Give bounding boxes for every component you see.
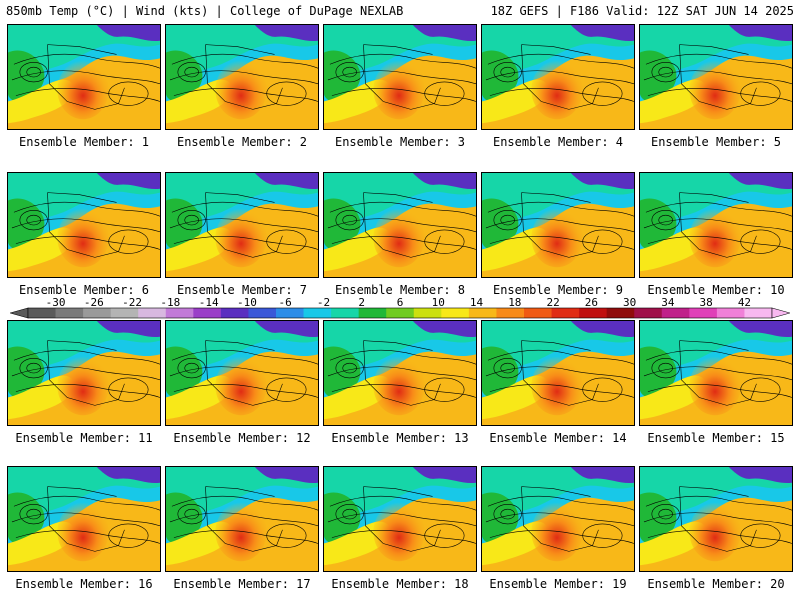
temperature-colorbar (10, 307, 790, 319)
colorbar-segment (331, 308, 360, 318)
colorbar-tick-label: 42 (737, 296, 752, 309)
colorbar-tick-label: 30 (623, 296, 637, 309)
ensemble-member-label: Ensemble Member: 6 (18, 283, 150, 297)
ensemble-member-label: Ensemble Member: 4 (492, 135, 624, 149)
ensemble-member-map (165, 320, 319, 426)
colorbar-segment (220, 308, 249, 318)
ensemble-member-label: Ensemble Member: 12 (173, 431, 311, 445)
colorbar-tick-label: 34 (661, 296, 675, 309)
colorbar-tick-label: 38 (699, 296, 713, 309)
colorbar-segment (248, 308, 277, 318)
ensemble-member-map (7, 466, 161, 572)
colorbar-max-arrow (771, 307, 790, 319)
colorbar-tick-label: -22 (122, 296, 143, 309)
colorbar-segment (689, 308, 718, 318)
ensemble-member-label: Ensemble Member: 14 (489, 431, 627, 445)
colorbar-segment (386, 308, 415, 318)
colorbar-segment (579, 308, 608, 318)
colorbar-segment (110, 308, 139, 318)
colorbar-segment (716, 308, 745, 318)
colorbar-segment (358, 308, 387, 318)
ensemble-member-label: Ensemble Member: 3 (334, 135, 466, 149)
ensemble-member-map (323, 24, 477, 130)
ensemble-member-map (639, 172, 793, 278)
ensemble-member-map (481, 24, 635, 130)
ensemble-member-label: Ensemble Member: 11 (15, 431, 153, 445)
colorbar-segment (165, 308, 194, 318)
ensemble-member-map (639, 24, 793, 130)
ensemble-member-map (165, 172, 319, 278)
colorbar-segment (55, 308, 84, 318)
colorbar-segment (606, 308, 635, 318)
ensemble-member-label: Ensemble Member: 18 (331, 577, 469, 591)
ensemble-member-map (165, 24, 319, 130)
colorbar-tick-label: -6 (278, 296, 292, 309)
ensemble-member-map (639, 466, 793, 572)
ensemble-member-map (7, 24, 161, 130)
colorbar-tick-label: -14 (198, 296, 219, 309)
ensemble-member-map (639, 320, 793, 426)
ensemble-member-label: Ensemble Member: 1 (18, 135, 150, 149)
colorbar-tick-label: -26 (83, 296, 104, 309)
ensemble-member-label: Ensemble Member: 5 (650, 135, 782, 149)
ensemble-member-map (7, 320, 161, 426)
colorbar-tick-label: 14 (469, 296, 484, 309)
ensemble-member-label: Ensemble Member: 8 (334, 283, 466, 297)
colorbar-tick-label: 2 (358, 296, 366, 309)
colorbar-segment (634, 308, 663, 318)
ensemble-member-map (323, 172, 477, 278)
model-valid-time: 18Z GEFS | F186 Valid: 12Z SAT JUN 14 20… (490, 4, 794, 18)
colorbar-segment (744, 308, 773, 318)
colorbar-segment (441, 308, 470, 318)
ensemble-member-map (323, 320, 477, 426)
ensemble-member-map (481, 320, 635, 426)
colorbar-segment (28, 308, 56, 318)
colorbar-tick-label: -2 (316, 296, 331, 309)
colorbar-segment (83, 308, 112, 318)
colorbar-tick-label: -30 (45, 296, 66, 309)
ensemble-member-label: Ensemble Member: 7 (176, 283, 308, 297)
ensemble-member-label: Ensemble Member: 9 (492, 283, 624, 297)
colorbar-segment (193, 308, 222, 318)
ensemble-member-map (481, 172, 635, 278)
colorbar-segment (524, 308, 552, 318)
colorbar-tick-label: 10 (431, 296, 445, 309)
ensemble-member-map (7, 172, 161, 278)
ensemble-member-label: Ensemble Member: 2 (176, 135, 308, 149)
ensemble-member-label: Ensemble Member: 16 (15, 577, 153, 591)
map-title: 850mb Temp (°C) | Wind (kts) | College o… (6, 4, 404, 18)
colorbar-segment (661, 308, 690, 318)
colorbar-tick-label: -10 (236, 296, 257, 309)
ensemble-member-map (323, 466, 477, 572)
colorbar-segment (413, 308, 442, 318)
ensemble-member-label: Ensemble Member: 15 (647, 431, 785, 445)
ensemble-member-label: Ensemble Member: 13 (331, 431, 469, 445)
colorbar-tick-label: -18 (160, 296, 181, 309)
colorbar-segment (276, 308, 304, 318)
colorbar-segment (496, 308, 525, 318)
colorbar-segment (551, 308, 580, 318)
colorbar-min-arrow (10, 307, 29, 319)
ensemble-member-map (481, 466, 635, 572)
colorbar-tick-label: 18 (508, 296, 522, 309)
ensemble-member-label: Ensemble Member: 17 (173, 577, 311, 591)
colorbar-tick-label: 22 (546, 296, 560, 309)
colorbar-segment (303, 308, 332, 318)
colorbar-segment (138, 308, 167, 318)
colorbar-tick-label: 26 (584, 296, 598, 309)
colorbar-segment (468, 308, 497, 318)
ensemble-member-label: Ensemble Member: 10 (647, 283, 785, 297)
ensemble-member-label: Ensemble Member: 19 (489, 577, 627, 591)
ensemble-member-label: Ensemble Member: 20 (647, 577, 785, 591)
ensemble-member-map (165, 466, 319, 572)
colorbar-tick-label: 6 (396, 296, 404, 309)
